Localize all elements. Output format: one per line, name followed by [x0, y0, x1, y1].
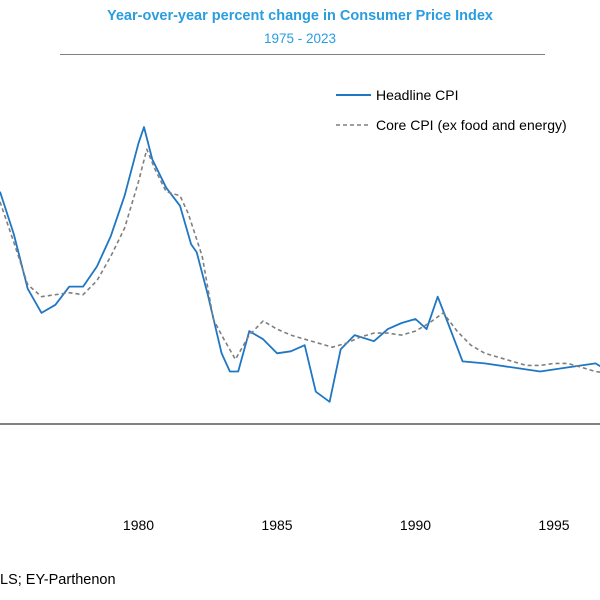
legend-label: Core CPI (ex food and energy): [376, 117, 567, 133]
source-note: LS; EY-Parthenon: [0, 572, 116, 588]
x-tick-label: 1980: [123, 517, 154, 533]
x-tick-label: 1995: [538, 517, 569, 533]
chart-subtitle: 1975 - 2023: [263, 31, 337, 46]
x-tick-label: 1990: [400, 517, 431, 533]
chart-title: Year-over-year percent change in Consume…: [106, 8, 493, 24]
title-divider: [60, 54, 545, 55]
legend-label: Headline CPI: [376, 87, 459, 103]
x-tick-label: 1985: [261, 517, 292, 533]
series-line-headline-cpi: [0, 126, 600, 403]
